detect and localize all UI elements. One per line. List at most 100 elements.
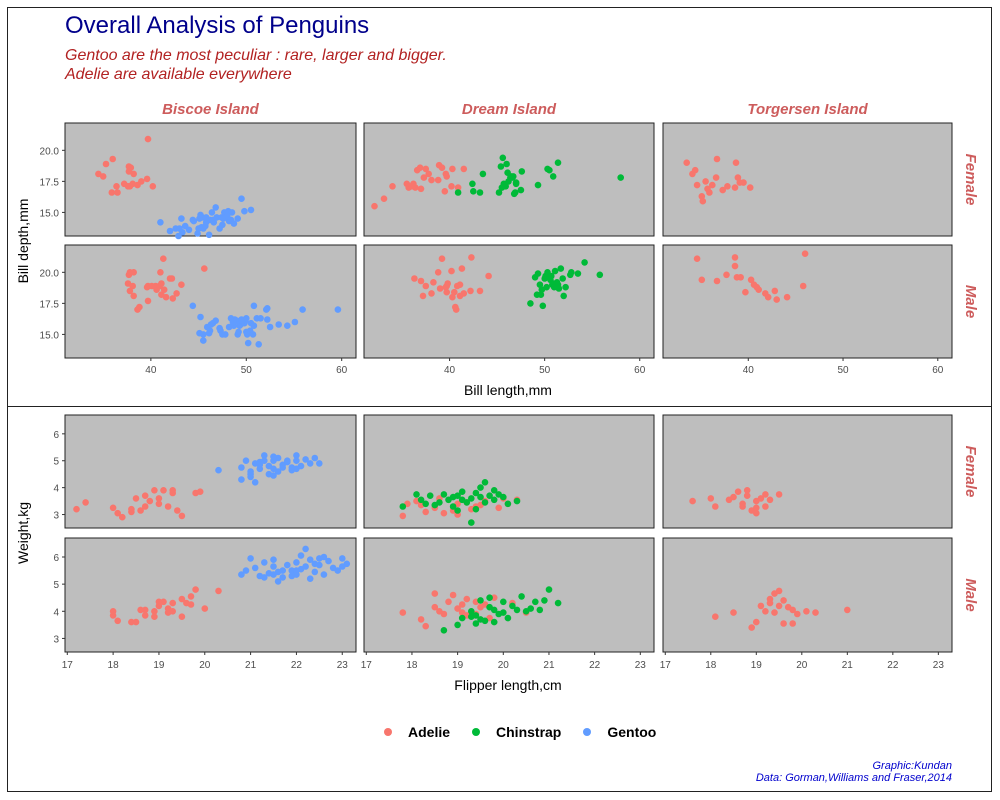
point-adelie	[764, 293, 772, 301]
point-adelie	[178, 613, 186, 620]
point-adelie	[178, 512, 186, 520]
point-adelie	[456, 292, 464, 300]
point-chinstrap	[458, 614, 466, 622]
point-gentoo	[229, 318, 237, 326]
point-adelie	[143, 175, 151, 183]
point-adelie	[485, 272, 492, 280]
point-gentoo	[205, 329, 213, 337]
point-gentoo	[205, 231, 213, 239]
point-gentoo	[242, 457, 250, 465]
point-chinstrap	[490, 618, 498, 626]
point-chinstrap	[413, 491, 420, 498]
x-tick-label: 21	[543, 660, 555, 671]
point-adelie	[691, 166, 699, 174]
point-chinstrap	[422, 500, 430, 508]
point-adelie	[490, 594, 498, 601]
point-chinstrap	[449, 503, 457, 510]
point-gentoo	[247, 470, 254, 478]
point-gentoo	[247, 206, 255, 214]
y-tick-label: 4	[53, 484, 59, 495]
y-tick-label: 6	[53, 553, 59, 564]
point-chinstrap	[417, 496, 425, 504]
point-adelie	[713, 155, 721, 163]
point-chinstrap	[454, 507, 461, 514]
point-adelie	[762, 608, 769, 615]
point-adelie	[425, 170, 433, 178]
point-gentoo	[293, 567, 300, 574]
point-adelie	[730, 493, 737, 501]
point-adelie	[417, 277, 425, 285]
point-adelie	[399, 512, 407, 520]
point-chinstrap	[495, 189, 503, 196]
point-gentoo	[288, 572, 296, 580]
point-chinstrap	[513, 606, 521, 614]
point-adelie	[431, 590, 439, 597]
point-adelie	[801, 250, 809, 257]
point-gentoo	[288, 464, 296, 471]
point-chinstrap	[486, 492, 493, 500]
point-chinstrap	[477, 484, 484, 491]
point-adelie	[753, 618, 760, 626]
facet-col-label-biscoe-island: Biscoe Island	[162, 101, 260, 118]
facet-col-label-dream-island: Dream Island	[462, 101, 557, 118]
point-chinstrap	[468, 519, 475, 526]
x-tick-label: 18	[705, 660, 717, 671]
point-adelie	[734, 174, 742, 181]
point-chinstrap	[477, 493, 484, 501]
point-gentoo	[279, 574, 287, 581]
point-chinstrap	[476, 189, 484, 196]
x-tick-label: 21	[842, 660, 854, 671]
point-adelie	[731, 262, 739, 270]
point-adelie	[129, 282, 136, 290]
point-adelie	[739, 503, 746, 510]
point-chinstrap	[559, 275, 566, 282]
point-adelie	[99, 173, 107, 180]
x-tick-label: 20	[796, 660, 808, 671]
point-adelie	[449, 293, 456, 301]
point-adelie	[155, 495, 163, 502]
point-chinstrap	[436, 499, 443, 506]
point-chinstrap	[479, 170, 487, 178]
point-chinstrap	[472, 620, 480, 627]
point-adelie	[160, 598, 167, 606]
point-adelie	[132, 618, 140, 626]
point-gentoo	[210, 219, 218, 226]
point-chinstrap	[617, 174, 624, 181]
point-adelie	[114, 617, 121, 625]
point-chinstrap	[551, 267, 559, 275]
point-adelie	[130, 292, 137, 300]
point-chinstrap	[557, 265, 565, 272]
point-adelie	[160, 255, 167, 262]
point-adelie	[169, 599, 176, 607]
point-adelie	[775, 491, 783, 498]
point-chinstrap	[426, 492, 434, 500]
point-adelie	[173, 290, 180, 297]
point-adelie	[458, 601, 466, 608]
point-adelie	[168, 275, 176, 282]
point-adelie	[141, 606, 149, 614]
point-adelie	[420, 174, 428, 181]
point-chinstrap	[537, 291, 545, 299]
point-chinstrap	[539, 302, 547, 310]
y-tick-label: 3	[53, 511, 59, 522]
point-adelie	[712, 613, 719, 620]
x-tick-label: 50	[837, 365, 849, 376]
point-adelie	[151, 613, 158, 620]
point-gentoo	[194, 230, 201, 237]
point-adelie	[762, 491, 769, 498]
point-adelie	[702, 178, 709, 185]
y-tick-label: 5	[53, 457, 59, 468]
credit-graphic: Graphic:Kundan	[872, 760, 953, 772]
point-gentoo	[200, 337, 207, 344]
x-tick-label: 19	[452, 660, 464, 671]
panel-torgersen-island-female-2	[662, 414, 953, 529]
x-tick-label: 21	[245, 660, 257, 671]
legend-item-adelie: Adelie	[384, 724, 450, 740]
point-chinstrap	[527, 605, 534, 612]
point-adelie	[155, 598, 163, 606]
point-adelie	[773, 296, 780, 303]
point-adelie	[389, 183, 396, 190]
point-adelie	[440, 509, 448, 517]
point-gentoo	[212, 204, 219, 211]
point-adelie	[108, 189, 116, 196]
